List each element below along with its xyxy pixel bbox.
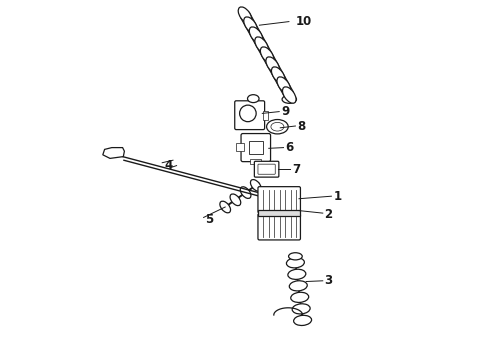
Ellipse shape — [260, 47, 274, 63]
Text: 2: 2 — [324, 208, 332, 221]
Ellipse shape — [289, 253, 302, 260]
Ellipse shape — [271, 122, 284, 131]
Text: 7: 7 — [292, 163, 300, 176]
Text: 6: 6 — [285, 141, 294, 154]
Bar — [263, 111, 268, 120]
Ellipse shape — [277, 77, 291, 93]
Ellipse shape — [247, 95, 259, 103]
Text: 5: 5 — [205, 213, 214, 226]
Ellipse shape — [283, 87, 296, 103]
Bar — [248, 141, 263, 154]
Text: 3: 3 — [324, 274, 332, 287]
Text: 8: 8 — [297, 120, 305, 132]
Ellipse shape — [267, 120, 288, 134]
Ellipse shape — [230, 194, 241, 206]
Bar — [236, 143, 244, 151]
Text: 4: 4 — [164, 159, 172, 172]
Text: 1: 1 — [333, 190, 342, 203]
Ellipse shape — [292, 304, 310, 314]
Ellipse shape — [271, 67, 285, 83]
FancyBboxPatch shape — [258, 214, 300, 240]
Ellipse shape — [287, 258, 304, 268]
Ellipse shape — [240, 187, 251, 198]
Bar — [258, 211, 300, 216]
Polygon shape — [103, 148, 124, 158]
Circle shape — [240, 105, 256, 122]
Ellipse shape — [291, 292, 309, 302]
Ellipse shape — [266, 57, 279, 73]
Ellipse shape — [238, 7, 252, 23]
Ellipse shape — [294, 315, 312, 325]
FancyBboxPatch shape — [258, 164, 275, 174]
Bar — [250, 159, 261, 164]
Text: 9: 9 — [281, 105, 289, 118]
Ellipse shape — [282, 95, 296, 103]
Ellipse shape — [255, 37, 269, 53]
Text: 10: 10 — [295, 15, 312, 28]
Ellipse shape — [250, 180, 261, 191]
Ellipse shape — [249, 27, 263, 43]
FancyBboxPatch shape — [235, 101, 265, 130]
FancyBboxPatch shape — [241, 134, 270, 162]
FancyBboxPatch shape — [258, 187, 300, 213]
Ellipse shape — [288, 269, 306, 279]
FancyBboxPatch shape — [254, 161, 279, 177]
Ellipse shape — [244, 17, 257, 33]
Ellipse shape — [220, 201, 230, 213]
Ellipse shape — [289, 281, 307, 291]
